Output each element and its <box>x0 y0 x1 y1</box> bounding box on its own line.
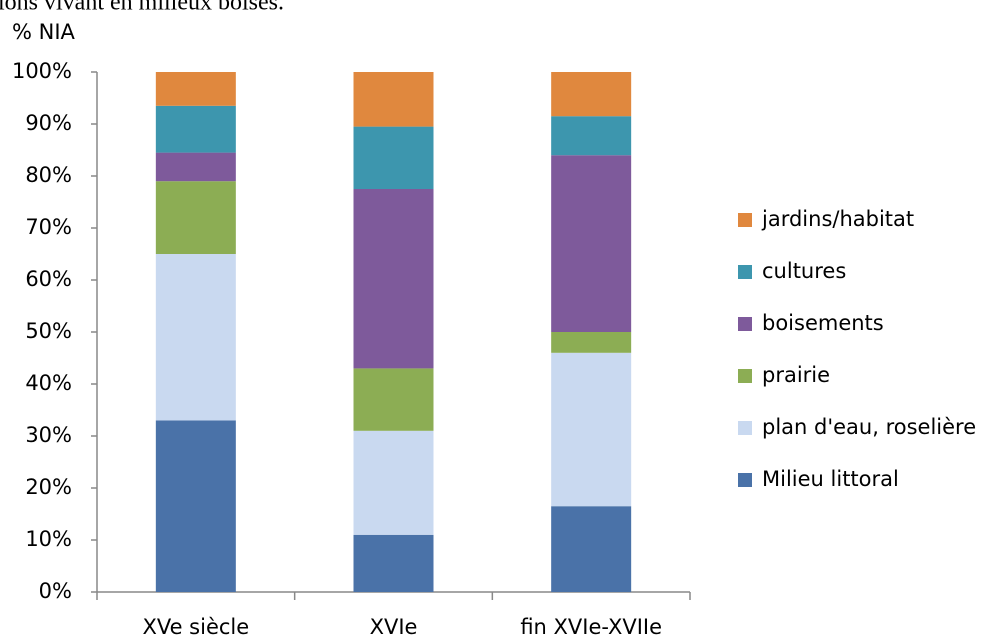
bar-segment <box>551 506 632 592</box>
y-tick-label: 0% <box>39 579 72 603</box>
x-tick-label: fin XVIe-XVIIe <box>520 615 662 639</box>
y-tick-label: 40% <box>25 371 72 395</box>
legend-label: Milieu littoral <box>762 467 899 491</box>
y-tick-label: 60% <box>25 267 72 291</box>
bar-segment <box>155 152 236 182</box>
y-tick-label: 50% <box>25 319 72 343</box>
caption: ions vivant en milieux boisés. <box>0 0 284 16</box>
legend-label: jardins/habitat <box>761 207 914 231</box>
bar-segment <box>551 116 632 156</box>
y-tick-label: 80% <box>25 163 72 187</box>
y-tick-label: 100% <box>12 59 72 83</box>
legend-label: boisements <box>762 311 884 335</box>
bar-segment <box>155 72 236 106</box>
y-tick-label: 20% <box>25 475 72 499</box>
legend-swatch <box>738 421 752 435</box>
bar-segment <box>353 126 434 189</box>
bar-segment <box>551 352 632 507</box>
bar-segment <box>155 420 236 592</box>
legend-swatch <box>738 213 752 227</box>
legend-swatch <box>738 265 752 279</box>
bar-segment <box>155 254 236 421</box>
bar-segment <box>353 72 434 127</box>
legend-swatch <box>738 317 752 331</box>
bar-segment <box>551 155 632 332</box>
bar-segment <box>353 534 434 592</box>
bar-segment <box>155 181 236 254</box>
legend-label: cultures <box>762 259 846 283</box>
legend-label: prairie <box>762 363 830 387</box>
bar-segment <box>353 368 434 431</box>
bar-segment <box>551 72 632 117</box>
y-tick-label: 30% <box>25 423 72 447</box>
y-tick-label: 10% <box>25 527 72 551</box>
y-axis-label: % NIA <box>12 20 76 44</box>
y-tick-label: 70% <box>25 215 72 239</box>
y-tick-label: 90% <box>25 111 72 135</box>
x-tick-label: XVIe <box>370 615 418 639</box>
bar-segment <box>353 430 434 535</box>
bar-segment <box>353 189 434 369</box>
bar-segment <box>551 332 632 353</box>
bar-segment <box>155 105 236 153</box>
legend-swatch <box>738 473 752 487</box>
legend-swatch <box>738 369 752 383</box>
x-tick-label: XVe siècle <box>142 615 249 639</box>
legend-label: plan d'eau, roselière <box>762 415 976 439</box>
